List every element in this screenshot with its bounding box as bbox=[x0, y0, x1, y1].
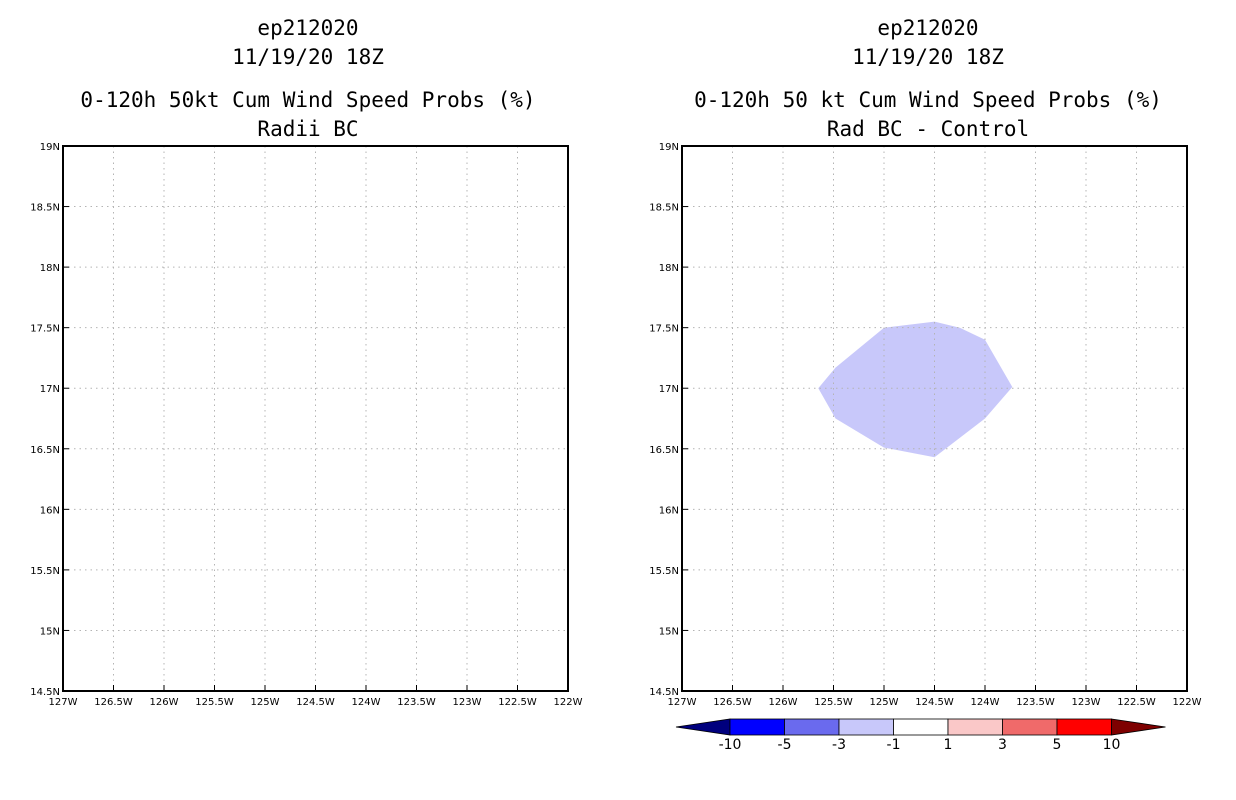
x-tick-label: 124W bbox=[352, 697, 381, 708]
y-tick-label: 18N bbox=[40, 263, 60, 274]
colorbar-segment bbox=[1002, 718, 1058, 736]
x-tick-label: 123W bbox=[1072, 697, 1101, 708]
y-tick-label: 16.5N bbox=[30, 445, 60, 456]
y-tick-label: 16N bbox=[659, 505, 679, 516]
datetime-title: 11/19/20 18Z bbox=[852, 45, 1004, 69]
storm-id-title: ep212020 bbox=[257, 16, 359, 40]
x-tick-label: 125.5W bbox=[814, 697, 853, 708]
y-tick-label: 15N bbox=[659, 626, 679, 637]
y-tick-label: 15.5N bbox=[30, 566, 60, 577]
probability-difference-area bbox=[818, 321, 1013, 458]
colorbar: -10 -5 -3 -1 1 3 5 10 bbox=[675, 718, 1166, 753]
y-tick-label: 15N bbox=[40, 626, 60, 637]
y-tick-label: 17N bbox=[40, 384, 60, 395]
y-tick-label: 15.5N bbox=[649, 566, 679, 577]
chart-subtitle: Radii BC bbox=[257, 117, 359, 141]
x-tick-label: 127W bbox=[668, 697, 697, 708]
chart-title: 0-120h 50 kt Cum Wind Speed Probs (%) bbox=[694, 88, 1162, 112]
x-tick-label: 125.5W bbox=[195, 697, 234, 708]
x-tick-label: 126.5W bbox=[94, 697, 133, 708]
y-tick-label: 17.5N bbox=[30, 324, 60, 335]
x-tick-label: 126W bbox=[769, 697, 798, 708]
y-tick-label: 18N bbox=[659, 263, 679, 274]
x-tick-label: 126.5W bbox=[713, 697, 752, 708]
left-panel-title-block: ep212020 11/19/20 18Z 0-120h 50kt Cum Wi… bbox=[28, 14, 588, 144]
colorbar-label: 1 bbox=[944, 737, 953, 753]
colorbar-segment bbox=[729, 718, 785, 736]
x-tick-label: 124W bbox=[971, 697, 1000, 708]
y-tick-label: 14.5N bbox=[30, 687, 60, 698]
y-tick-label: 17.5N bbox=[649, 324, 679, 335]
colorbar-label: 3 bbox=[998, 737, 1007, 753]
y-tick-label: 16.5N bbox=[649, 445, 679, 456]
x-tick-label: 123.5W bbox=[1016, 697, 1055, 708]
colorbar-label: 5 bbox=[1053, 737, 1062, 753]
x-tick-label: 124.5W bbox=[915, 697, 954, 708]
chart-subtitle: Rad BC - Control bbox=[826, 117, 1030, 141]
chart-title: 0-120h 50kt Cum Wind Speed Probs (%) bbox=[80, 88, 536, 112]
x-tick-label: 123W bbox=[453, 697, 482, 708]
colorbar-label: 10 bbox=[1103, 737, 1121, 753]
x-tick-label: 122.5W bbox=[498, 697, 537, 708]
x-tick-label: 124.5W bbox=[296, 697, 335, 708]
y-tick-label: 19N bbox=[659, 142, 679, 153]
plot-panel-1: 127W 126.5W 126W 125.5W 125W 124.5W 124W 123.5W… bbox=[30, 142, 582, 708]
x-tick-label: 125W bbox=[251, 697, 280, 708]
colorbar-label: -3 bbox=[832, 737, 846, 753]
colorbar-segment bbox=[1056, 718, 1112, 736]
y-tick-label: 17N bbox=[659, 384, 679, 395]
x-tick-label: 126W bbox=[150, 697, 179, 708]
y-tick-label: 18.5N bbox=[649, 203, 679, 214]
storm-id-title: ep212020 bbox=[877, 16, 979, 40]
colorbar-segment bbox=[838, 718, 894, 736]
colorbar-label: -1 bbox=[887, 737, 901, 753]
colorbar-segment bbox=[893, 718, 949, 736]
plot-panel-2: 127W 126.5W 126W 125.5W 125W 124.5W 124W 123.5W… bbox=[649, 142, 1201, 753]
x-tick-label: 123.5W bbox=[397, 697, 436, 708]
colorbar-end-triangle bbox=[1111, 718, 1166, 736]
colorbar-end-triangle bbox=[675, 718, 731, 736]
colorbar-segment bbox=[947, 718, 1003, 736]
x-tick-label: 122W bbox=[554, 697, 583, 708]
y-tick-label: 19N bbox=[40, 142, 60, 153]
y-tick-label: 16N bbox=[40, 505, 60, 516]
x-tick-label: 122.5W bbox=[1117, 697, 1156, 708]
colorbar-label: -5 bbox=[778, 737, 792, 753]
x-tick-label: 122W bbox=[1173, 697, 1202, 708]
y-tick-label: 14.5N bbox=[649, 687, 679, 698]
datetime-title: 11/19/20 18Z bbox=[232, 45, 384, 69]
x-tick-label: 127W bbox=[49, 697, 78, 708]
colorbar-label: -10 bbox=[719, 737, 742, 753]
x-tick-label: 125W bbox=[870, 697, 899, 708]
y-tick-label: 18.5N bbox=[30, 203, 60, 214]
right-panel-title-block: ep212020 11/19/20 18Z 0-120h 50 kt Cum W… bbox=[648, 14, 1208, 144]
colorbar-segment bbox=[784, 718, 840, 736]
